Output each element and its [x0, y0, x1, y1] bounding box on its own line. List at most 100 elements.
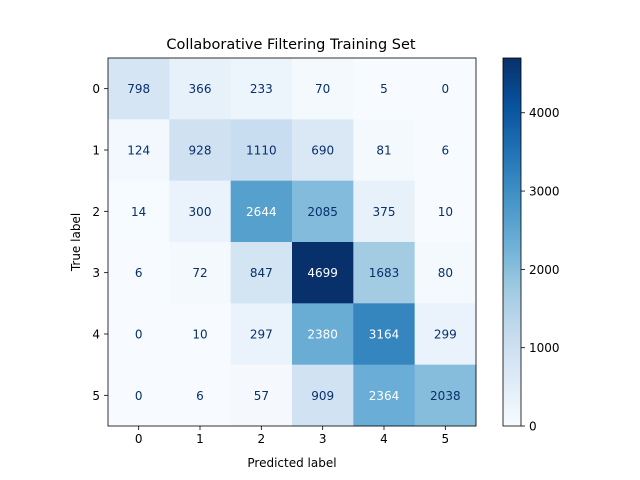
heatmap-cell-r3-c3 [292, 242, 354, 304]
colorbar-ticks: 0 1000 2000 3000 4000 [521, 106, 560, 434]
heatmap-cell-r2-c5 [414, 180, 477, 243]
x-tick-label-3: 3 [319, 432, 327, 446]
heatmap-cell-r0-c0 [108, 58, 170, 120]
heatmap-cell-r4-c1 [169, 303, 232, 366]
colorbar [502, 57, 522, 427]
heatmap-cell-r4-c2 [230, 303, 293, 366]
colorbar-tick-label-2: 2000 [529, 263, 560, 277]
cell-value-r0-c3: 70 [315, 82, 330, 96]
cell-value-r4-c2: 297 [250, 328, 273, 342]
heatmap-cell-r0-c2 [230, 58, 293, 120]
heatmap-cell-labels: 798 366 233 70 5 0 124 928 1110 690 81 6 14 300 2644 20… [127, 82, 460, 403]
cell-value-r5-c1: 6 [196, 389, 204, 403]
heatmap-cell-r5-c1 [169, 364, 232, 427]
heatmap-cell-r1-c3 [292, 119, 354, 182]
heatmap-cell-r3-c5 [414, 242, 477, 304]
cell-value-r0-c4: 5 [380, 82, 388, 96]
colorbar-tick-label-4: 4000 [529, 106, 560, 120]
heatmap-cell-r1-c0 [108, 119, 170, 182]
cell-value-r4-c1: 10 [192, 328, 207, 342]
cell-value-r4-c4: 3164 [369, 328, 400, 342]
heatmap-cell-r1-c4 [353, 119, 416, 182]
heatmap-cell-r5-c5 [414, 364, 477, 427]
heatmap-cell-r3-c0 [108, 242, 170, 304]
cell-value-r0-c0: 798 [127, 82, 150, 96]
heatmap-cell-r4-c5 [414, 303, 477, 366]
y-axis-ticks: 0 1 2 3 4 5 [92, 82, 108, 403]
heatmap-cell-r0-c4 [353, 58, 416, 120]
heatmap-cell-r3-c2 [230, 242, 293, 304]
heatmap-cell-r4-c3 [292, 303, 354, 366]
y-tick-label-2: 2 [92, 205, 100, 219]
heatmap-cell-r2-c1 [169, 180, 232, 243]
cell-value-r1-c3: 690 [311, 144, 334, 158]
cell-value-r1-c2: 1110 [246, 144, 277, 158]
heatmap-cell-r3-c4 [353, 242, 416, 304]
cell-value-r3-c4: 1683 [369, 266, 400, 280]
cell-value-r1-c5: 6 [442, 144, 450, 158]
heatmap-cell-r2-c2 [230, 180, 293, 243]
x-axis-ticks: 0 1 2 3 4 5 [135, 426, 449, 446]
cell-value-r2-c1: 300 [189, 205, 212, 219]
colorbar-tick-label-1: 1000 [529, 341, 560, 355]
colorbar-tick-label-3: 3000 [529, 185, 560, 199]
cell-value-r2-c5: 10 [438, 205, 453, 219]
cell-value-r1-c0: 124 [127, 144, 150, 158]
heatmap-cell-r0-c3 [292, 58, 354, 120]
cell-value-r0-c5: 0 [442, 82, 450, 96]
y-tick-label-5: 5 [92, 389, 100, 403]
cell-value-r3-c5: 80 [438, 266, 453, 280]
heatmap-cell-r2-c0 [108, 180, 170, 243]
heatmap-cell-r0-c5 [414, 58, 477, 120]
cell-value-r3-c0: 6 [135, 266, 143, 280]
heatmap-cell-r3-c1 [169, 242, 232, 304]
heatmap-cells [108, 58, 477, 427]
cell-value-r1-c4: 81 [376, 144, 391, 158]
y-tick-label-1: 1 [92, 144, 100, 158]
cell-value-r1-c1: 928 [189, 144, 212, 158]
x-tick-label-5: 5 [442, 432, 450, 446]
cell-value-r2-c2: 2644 [246, 205, 277, 219]
x-tick-label-1: 1 [196, 432, 204, 446]
cell-value-r2-c4: 375 [373, 205, 396, 219]
cell-value-r4-c5: 299 [434, 328, 457, 342]
y-tick-label-0: 0 [92, 82, 100, 96]
heatmap-cell-r4-c4 [353, 303, 416, 366]
cell-value-r0-c1: 366 [189, 82, 212, 96]
cell-value-r5-c5: 2038 [430, 389, 461, 403]
heatmap-cell-r5-c0 [108, 364, 170, 427]
cell-value-r5-c3: 909 [311, 389, 334, 403]
heatmap-cell-r1-c5 [414, 119, 477, 182]
cell-value-r2-c0: 14 [131, 205, 146, 219]
y-tick-label-4: 4 [92, 328, 100, 342]
cell-value-r4-c3: 2380 [307, 328, 338, 342]
y-tick-label-3: 3 [92, 266, 100, 280]
cell-value-r5-c2: 57 [254, 389, 269, 403]
cell-value-r3-c3: 4699 [307, 266, 338, 280]
x-tick-label-2: 2 [258, 432, 266, 446]
heatmap-cell-r0-c1 [169, 58, 232, 120]
y-axis-label: True label [69, 213, 83, 272]
x-tick-label-0: 0 [135, 432, 143, 446]
heatmap-cell-r4-c0 [108, 303, 170, 366]
cell-value-r0-c2: 233 [250, 82, 273, 96]
cell-value-r3-c1: 72 [192, 266, 207, 280]
cell-value-r4-c0: 0 [135, 328, 143, 342]
heatmap-cell-r5-c4 [353, 364, 416, 427]
cell-value-r3-c2: 847 [250, 266, 273, 280]
heatmap-cell-r2-c3 [292, 180, 354, 243]
colorbar-tick-label-0: 0 [529, 420, 537, 434]
x-axis-label: Predicted label [247, 456, 336, 470]
x-tick-label-4: 4 [380, 432, 388, 446]
cell-value-r5-c0: 0 [135, 389, 143, 403]
heatmap-cell-r1-c2 [230, 119, 293, 182]
cell-value-r5-c4: 2364 [369, 389, 400, 403]
heatmap-cell-r5-c2 [230, 364, 293, 427]
heatmap-cell-r1-c1 [169, 119, 232, 182]
chart-title: Collaborative Filtering Training Set [166, 37, 416, 53]
heatmap-cell-r2-c4 [353, 180, 416, 243]
heatmap-cell-r5-c3 [292, 364, 354, 427]
cell-value-r2-c3: 2085 [307, 205, 338, 219]
